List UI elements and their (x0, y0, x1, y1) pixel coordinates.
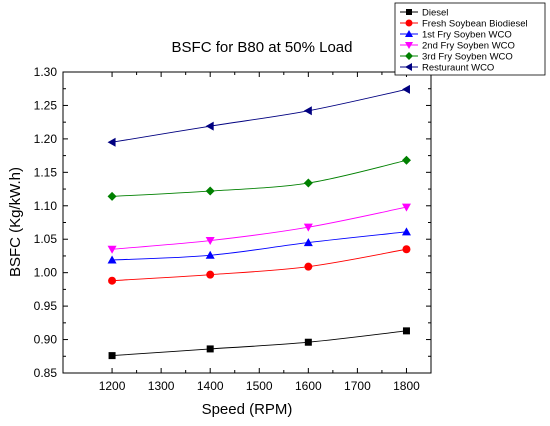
legend-marker-3 (405, 42, 413, 49)
data-point-3-3 (401, 203, 411, 212)
y-tick-label: 0.90 (34, 333, 58, 347)
y-tick-label: 1.05 (34, 232, 58, 246)
data-point-1-3 (402, 245, 411, 254)
chart-title: BSFC for B80 at 50% Load (172, 39, 353, 56)
y-tick-label: 1.30 (34, 65, 58, 79)
data-point-5-3 (401, 84, 410, 94)
data-point-2-3 (401, 227, 411, 236)
legend-marker-0 (406, 9, 412, 15)
plot-area-frame (62, 71, 432, 374)
data-point-4-3 (401, 155, 411, 165)
data-point-2-1 (205, 250, 215, 259)
data-point-3-0 (107, 245, 117, 254)
series-line-0 (112, 330, 407, 357)
x-tick-label: 1700 (344, 379, 371, 393)
x-tick-label: 1800 (393, 379, 420, 393)
legend-marker-4 (405, 52, 413, 60)
legend-label-1: Fresh Soybean Biodiesel (422, 19, 528, 30)
series-line-1 (112, 248, 407, 282)
x-tick-label: 1500 (246, 379, 273, 393)
legend-label-0: Diesel (422, 8, 448, 19)
x-tick-label: 1200 (99, 379, 126, 393)
y-axis-title: BSFC (Kg/kW.h) (7, 167, 24, 277)
legend-label-2: 1st Fry Soyben WCO (422, 30, 512, 41)
data-point-1-1 (206, 270, 215, 279)
data-point-0-3 (402, 327, 410, 335)
legend-label-3: 2nd Fry Soyben WCO (422, 41, 515, 52)
legend-marker-5 (405, 63, 412, 71)
data-point-0-0 (108, 352, 116, 360)
x-tick-label: 1600 (295, 379, 322, 393)
y-axis: 0.85 0.90 0.95 1.00 1.05 1.10 1.15 1.20 1.25 1.30 (34, 65, 431, 380)
legend-box (394, 2, 546, 76)
y-tick-label: 1.15 (34, 165, 58, 179)
y-tick-label: 1.00 (34, 266, 58, 280)
data-point-2-0 (107, 255, 117, 264)
y-tick-label: 0.95 (34, 299, 58, 313)
data-point-0-1 (206, 345, 214, 353)
series-layer (107, 84, 411, 360)
data-point-1-2 (304, 262, 313, 271)
legend-label-4: 3rd Fry Soyben WCO (422, 52, 513, 63)
series-line-3 (112, 206, 407, 250)
data-point-4-1 (205, 186, 215, 196)
data-point-3-1 (205, 237, 215, 246)
data-point-2-2 (303, 238, 313, 247)
data-point-4-2 (303, 178, 313, 188)
data-point-5-1 (205, 121, 214, 131)
data-point-5-2 (303, 106, 312, 116)
legend-label-5: Resturaunt WCO (422, 63, 494, 74)
series-line-5 (111, 88, 407, 143)
legend-marker-1 (405, 19, 413, 27)
y-tick-label: 1.20 (34, 132, 58, 146)
data-point-4-0 (107, 191, 117, 201)
y-tick-label: 1.25 (34, 98, 58, 112)
legend-marker-2 (405, 30, 413, 37)
data-point-5-0 (107, 137, 116, 147)
data-point-3-2 (303, 223, 313, 232)
y-tick-label: 0.85 (34, 366, 58, 380)
x-tick-label: 1300 (148, 379, 175, 393)
series-line-2 (112, 231, 407, 261)
x-axis-title: Speed (RPM) (202, 401, 293, 418)
data-point-1-0 (108, 276, 117, 285)
x-axis: 1200 1300 1400 1500 1600 1700 1800 (99, 72, 420, 393)
y-tick-label: 1.10 (34, 199, 58, 213)
data-point-0-2 (304, 338, 312, 346)
series-line-4 (112, 159, 407, 197)
x-tick-label: 1400 (197, 379, 224, 393)
